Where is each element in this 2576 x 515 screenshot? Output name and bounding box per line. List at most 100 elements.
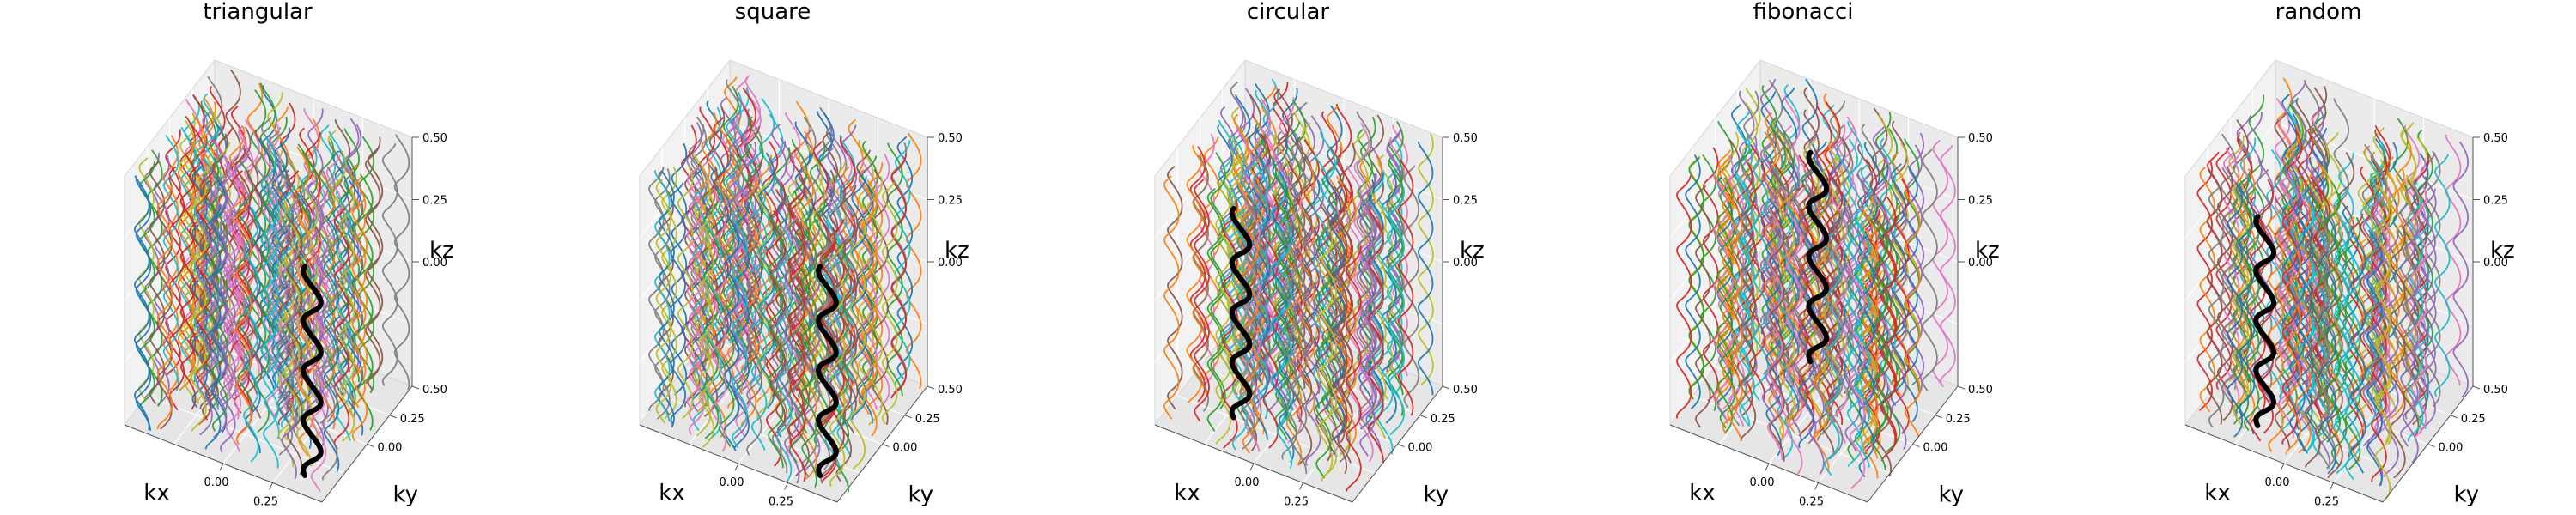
trajectory — [133, 175, 150, 431]
trajectory — [277, 180, 295, 430]
trajectory — [677, 165, 694, 420]
trajectory — [2327, 232, 2343, 479]
trajectory — [750, 201, 768, 451]
trajectory — [1358, 204, 1374, 463]
trajectory — [1186, 153, 1203, 403]
trajectory — [1388, 186, 1406, 436]
trajectory — [147, 149, 163, 407]
trajectory — [1766, 206, 1783, 460]
trajectory — [168, 166, 185, 411]
trajectory — [1204, 136, 1220, 380]
trajectory — [2374, 242, 2391, 500]
y-tick-label: 0.00 — [1923, 442, 1948, 455]
trajectory — [732, 190, 749, 439]
trajectory — [1798, 191, 1815, 437]
trajectory — [1826, 169, 1844, 425]
trajectory — [1359, 212, 1376, 457]
subplot-0: 0.00 0.25 0.00 0.25 0.50 0.00 0.25 0.50 kx ky kz tr… — [124, 0, 454, 509]
trajectory — [689, 179, 705, 421]
z-tick-label: 0.25 — [1453, 195, 1478, 208]
trajectory — [2320, 218, 2336, 475]
trajectory — [1864, 197, 1881, 454]
trajectory — [2390, 225, 2406, 479]
trajectory — [861, 179, 878, 437]
y-tick-label: 0.50 — [2483, 384, 2508, 397]
trajectory — [1346, 245, 1362, 492]
trajectory — [1368, 170, 1385, 419]
trajectory — [905, 132, 922, 390]
y-tick-label: 0.00 — [893, 442, 918, 455]
trajectory — [1713, 173, 1729, 424]
trajectory — [1846, 219, 1863, 467]
x-tick-label: 0.25 — [2314, 496, 2339, 509]
trajectory — [659, 171, 675, 428]
trajectory — [245, 199, 261, 454]
chart-title: random — [2275, 0, 2362, 25]
trajectory — [1891, 120, 1908, 370]
x-tick-label: 0.00 — [1235, 476, 1260, 489]
trajectory — [2445, 134, 2462, 386]
trajectory — [1905, 187, 1921, 438]
x-tick-label: 0.00 — [204, 476, 229, 489]
z-tick-label: 0.50 — [1968, 132, 1993, 145]
trajectory — [323, 215, 340, 472]
trajectory — [1366, 154, 1383, 411]
chart-title: fibonacci — [1753, 0, 1853, 25]
trajectory — [162, 135, 179, 392]
trajectory — [313, 168, 329, 424]
x-axis-label: kx — [1174, 481, 1200, 506]
trajectory — [215, 142, 231, 386]
y-tick-label: 0.00 — [2439, 442, 2464, 455]
trajectory — [2374, 186, 2391, 437]
trajectory — [338, 189, 355, 442]
trajectory — [787, 194, 805, 438]
trajectory — [2348, 216, 2366, 463]
trajectory — [321, 236, 338, 481]
trajectory — [1862, 208, 1879, 459]
trajectory — [2360, 166, 2376, 415]
trajectory — [2452, 141, 2470, 398]
z-tick-label: 0.25 — [2483, 195, 2508, 208]
trajectory — [2357, 173, 2374, 416]
y-tick-label: 0.00 — [378, 442, 403, 455]
x-tick-label: 0.25 — [769, 496, 793, 509]
trajectory — [2239, 184, 2256, 435]
trajectory — [708, 106, 726, 359]
trajectory — [2268, 209, 2284, 452]
trajectory — [2296, 187, 2312, 430]
trajectory — [310, 246, 327, 492]
trajectory — [887, 142, 903, 397]
trajectory — [2239, 167, 2256, 424]
trajectory — [2228, 135, 2245, 383]
trajectory — [1818, 201, 1835, 456]
trajectory — [2229, 156, 2245, 409]
trajectory — [798, 154, 814, 403]
z-tick-label: 0.50 — [938, 132, 963, 145]
trajectory — [1727, 191, 1743, 442]
z-tick-label: 0.50 — [422, 132, 447, 145]
trajectory — [2410, 185, 2427, 439]
z-tick-label: 0.00 — [422, 257, 447, 270]
trajectory — [1386, 137, 1403, 395]
x-tick-label: 0.00 — [2265, 476, 2290, 489]
trajectory — [1922, 148, 1938, 392]
x-tick — [1814, 482, 1819, 490]
y-tick — [1419, 415, 1427, 419]
trajectory — [1296, 215, 1313, 466]
trajectory — [2366, 229, 2383, 487]
trajectory — [829, 244, 846, 488]
x-tick-label: 0.00 — [1750, 476, 1775, 489]
highlighted-trajectory — [2253, 214, 2277, 428]
trajectory — [1759, 78, 1777, 323]
trajectory — [698, 195, 715, 448]
trajectory — [367, 147, 384, 391]
trajectory — [179, 126, 197, 382]
trajectory — [1874, 158, 1892, 413]
trajectory — [1739, 181, 1755, 427]
trajectory — [1264, 161, 1280, 413]
gridline — [272, 367, 363, 483]
trajectory — [858, 162, 875, 406]
trajectory — [654, 168, 671, 420]
trajectory — [775, 225, 793, 482]
trajectory — [1769, 207, 1785, 462]
